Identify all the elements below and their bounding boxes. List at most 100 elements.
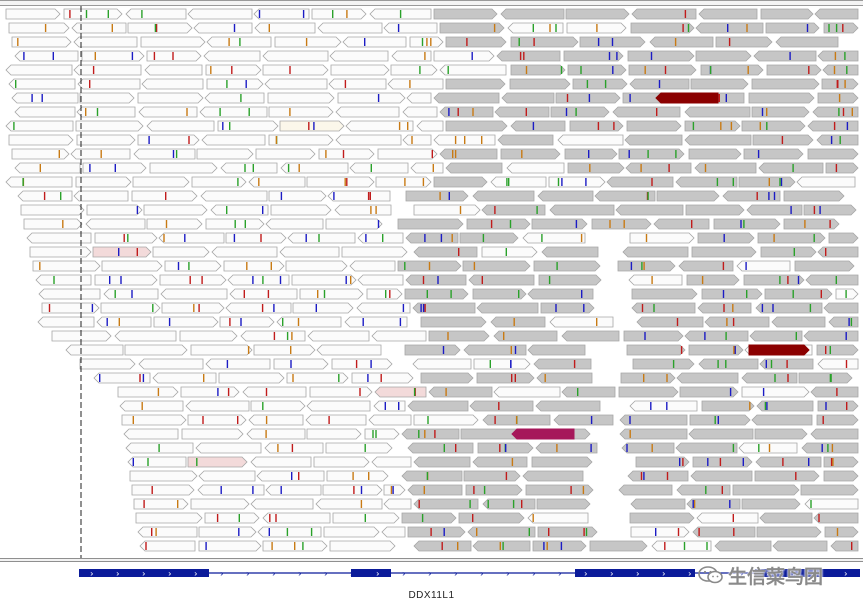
aligned-read[interactable] bbox=[413, 414, 479, 426]
aligned-read[interactable] bbox=[738, 442, 798, 454]
aligned-read[interactable] bbox=[11, 92, 79, 104]
aligned-read[interactable] bbox=[41, 302, 100, 314]
aligned-read[interactable] bbox=[741, 372, 798, 384]
aligned-read[interactable] bbox=[193, 22, 253, 34]
aligned-read[interactable] bbox=[496, 50, 561, 62]
aligned-read[interactable] bbox=[807, 148, 859, 160]
aligned-read[interactable] bbox=[190, 344, 253, 356]
aligned-read[interactable] bbox=[159, 274, 227, 286]
aligned-read[interactable] bbox=[195, 442, 262, 454]
aligned-read[interactable] bbox=[280, 162, 349, 174]
aligned-read[interactable] bbox=[270, 204, 332, 216]
aligned-read[interactable] bbox=[325, 442, 393, 454]
aligned-read[interactable] bbox=[63, 8, 123, 20]
aligned-read[interactable] bbox=[465, 484, 523, 496]
aligned-read[interactable] bbox=[548, 176, 606, 188]
aligned-read[interactable] bbox=[629, 512, 695, 524]
aligned-read[interactable] bbox=[563, 50, 624, 62]
aligned-read[interactable] bbox=[407, 484, 463, 496]
aligned-read[interactable] bbox=[344, 316, 408, 328]
aligned-read[interactable] bbox=[373, 400, 406, 412]
aligned-read[interactable] bbox=[94, 274, 158, 286]
aligned-read[interactable] bbox=[481, 204, 546, 216]
aligned-read[interactable] bbox=[146, 50, 202, 62]
aligned-read[interactable] bbox=[211, 246, 278, 258]
aligned-read[interactable] bbox=[428, 330, 490, 342]
aligned-read[interactable] bbox=[741, 120, 806, 132]
aligned-read[interactable] bbox=[413, 456, 471, 468]
aligned-read[interactable] bbox=[500, 148, 561, 160]
aligned-read[interactable] bbox=[23, 218, 83, 230]
aligned-read[interactable] bbox=[407, 526, 466, 538]
aligned-read[interactable] bbox=[626, 120, 682, 132]
aligned-read[interactable] bbox=[82, 162, 147, 174]
aligned-read[interactable] bbox=[223, 260, 285, 272]
aligned-read[interactable] bbox=[191, 176, 247, 188]
aligned-read[interactable] bbox=[144, 64, 203, 76]
aligned-read[interactable] bbox=[349, 260, 396, 272]
aligned-read[interactable] bbox=[248, 176, 306, 188]
aligned-read[interactable] bbox=[264, 78, 328, 90]
aligned-read[interactable] bbox=[686, 498, 741, 510]
aligned-read[interactable] bbox=[198, 470, 256, 482]
aligned-read[interactable] bbox=[482, 498, 536, 510]
aligned-read[interactable] bbox=[383, 498, 412, 510]
aligned-read[interactable] bbox=[476, 302, 539, 314]
aligned-read[interactable] bbox=[803, 330, 859, 342]
aligned-read[interactable] bbox=[688, 148, 742, 160]
aligned-read[interactable] bbox=[630, 526, 690, 538]
aligned-read[interactable] bbox=[458, 512, 525, 524]
aligned-read[interactable] bbox=[527, 288, 594, 300]
aligned-read[interactable] bbox=[675, 176, 738, 188]
aligned-read[interactable] bbox=[688, 428, 754, 440]
exon-block[interactable] bbox=[79, 569, 209, 577]
aligned-read[interactable] bbox=[631, 8, 697, 20]
aligned-read[interactable] bbox=[265, 484, 322, 496]
aligned-read[interactable] bbox=[401, 512, 457, 524]
aligned-read[interactable] bbox=[459, 232, 519, 244]
aligned-read[interactable] bbox=[65, 344, 124, 356]
aligned-read[interactable] bbox=[801, 442, 859, 454]
aligned-read[interactable] bbox=[722, 190, 781, 202]
aligned-read[interactable] bbox=[433, 50, 495, 62]
aligned-read[interactable] bbox=[817, 400, 859, 412]
aligned-read[interactable] bbox=[257, 526, 322, 538]
aligned-read[interactable] bbox=[146, 120, 215, 132]
aligned-read[interactable] bbox=[493, 386, 561, 398]
aligned-read[interactable] bbox=[368, 414, 412, 426]
aligned-read[interactable] bbox=[331, 358, 393, 370]
aligned-read[interactable] bbox=[132, 176, 190, 188]
aligned-read[interactable] bbox=[676, 484, 731, 496]
aligned-read[interactable] bbox=[764, 288, 833, 300]
aligned-read[interactable] bbox=[311, 8, 367, 20]
aligned-read[interactable] bbox=[615, 204, 684, 216]
aligned-read[interactable] bbox=[264, 442, 324, 454]
aligned-read[interactable] bbox=[506, 162, 565, 174]
aligned-read[interactable] bbox=[684, 106, 751, 118]
aligned-read[interactable] bbox=[629, 232, 695, 244]
aligned-read[interactable] bbox=[619, 414, 688, 426]
aligned-read[interactable] bbox=[500, 8, 565, 20]
aligned-read[interactable] bbox=[684, 330, 749, 342]
aligned-read[interactable] bbox=[690, 78, 749, 90]
aligned-read[interactable] bbox=[445, 162, 503, 174]
aligned-read[interactable] bbox=[114, 330, 177, 342]
aligned-read[interactable] bbox=[445, 120, 508, 132]
aligned-read[interactable] bbox=[138, 358, 204, 370]
aligned-read[interactable] bbox=[181, 428, 244, 440]
aligned-reads[interactable] bbox=[5, 8, 859, 552]
aligned-read[interactable] bbox=[651, 540, 712, 552]
aligned-read[interactable] bbox=[555, 92, 621, 104]
aligned-read[interactable] bbox=[630, 498, 686, 510]
aligned-read[interactable] bbox=[397, 218, 464, 230]
aligned-read[interactable] bbox=[572, 78, 628, 90]
aligned-read[interactable] bbox=[510, 64, 566, 76]
aligned-read[interactable] bbox=[5, 64, 73, 76]
aligned-read[interactable] bbox=[262, 512, 331, 524]
aligned-read[interactable] bbox=[628, 64, 697, 76]
aligned-read[interactable] bbox=[240, 330, 306, 342]
aligned-read[interactable] bbox=[623, 330, 684, 342]
aligned-read[interactable] bbox=[527, 344, 586, 356]
aligned-read[interactable] bbox=[330, 64, 390, 76]
aligned-read[interactable] bbox=[698, 358, 759, 370]
